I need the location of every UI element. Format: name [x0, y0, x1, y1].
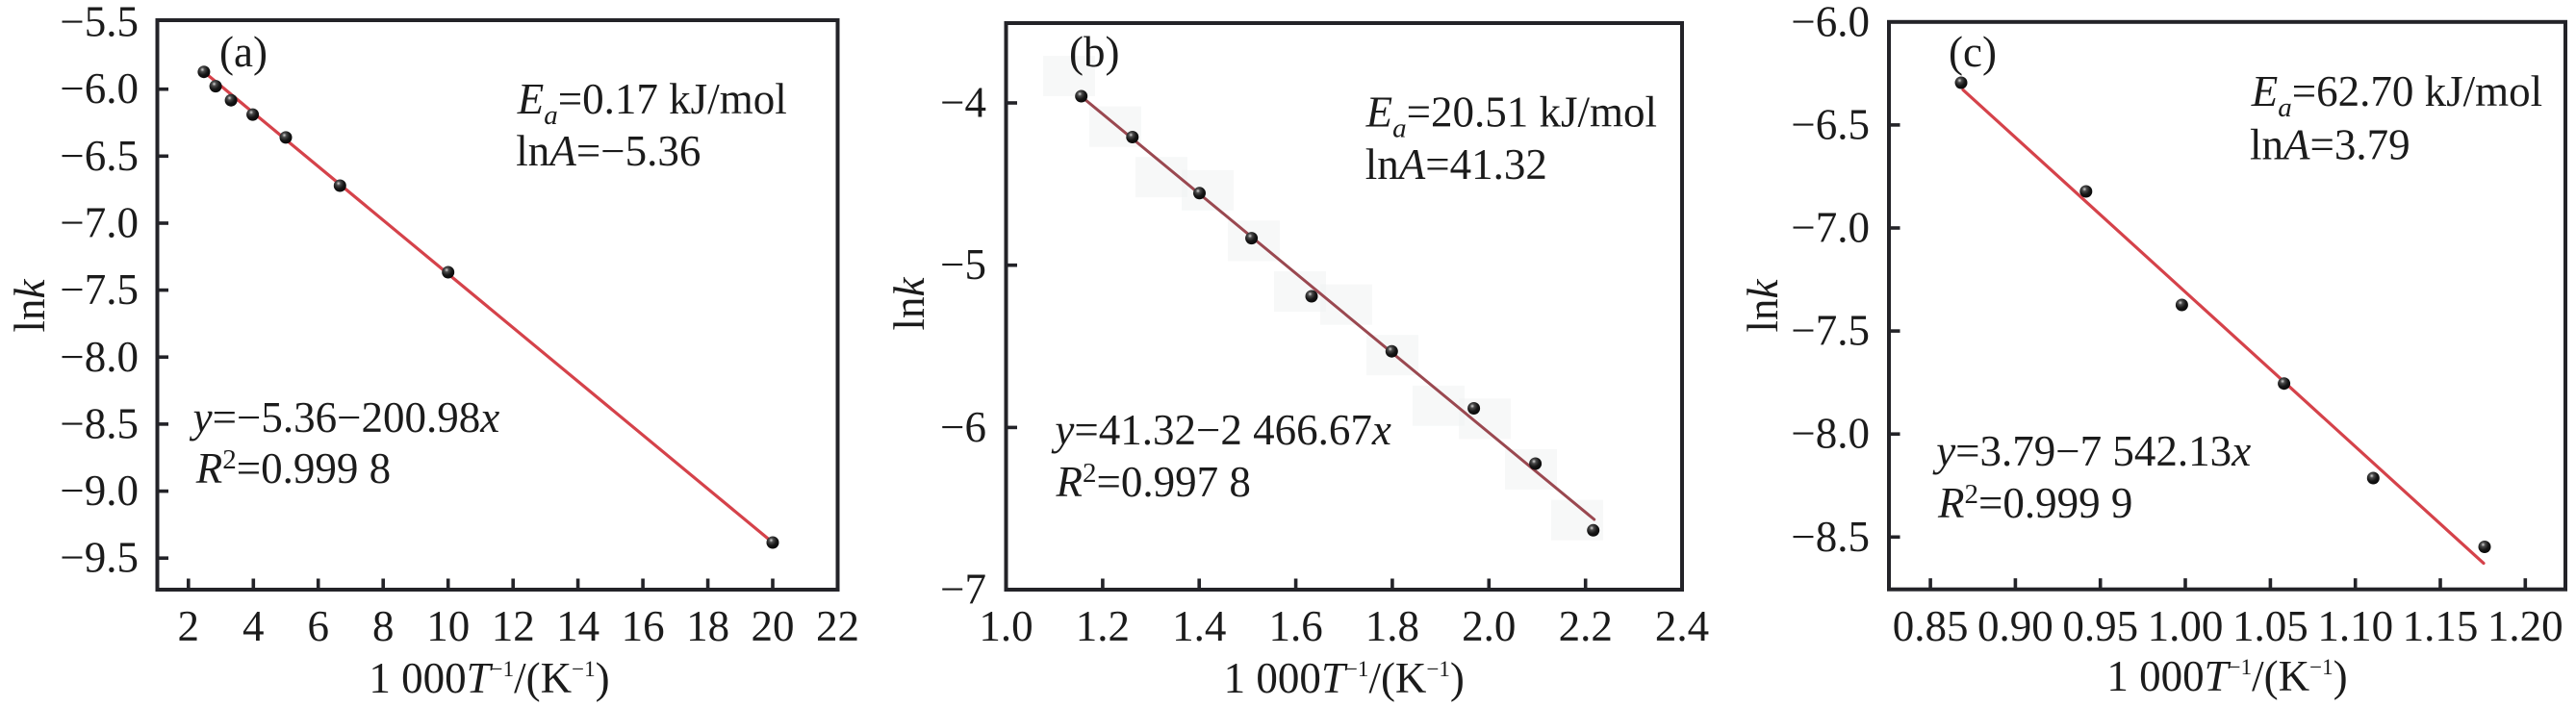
svg-text:1.10: 1.10 [2317, 602, 2393, 650]
svg-text:1.8: 1.8 [1365, 602, 1419, 650]
svg-text:0.90: 0.90 [1977, 602, 2053, 650]
svg-text:1 000T−1​/(K−1​): 1 000T−1​/(K−1​) [2106, 652, 2347, 700]
svg-text:−7: −7 [940, 566, 986, 614]
svg-text:−7.0: −7.0 [1791, 204, 1870, 252]
svg-text:20: 20 [752, 602, 795, 650]
svg-text:−8.5: −8.5 [60, 399, 139, 447]
svg-text:1 000T−1​/(K−1​): 1 000T−1​/(K−1​) [369, 654, 609, 702]
svg-text:22: 22 [816, 602, 859, 650]
svg-text:lnA=3.79: lnA=3.79 [2250, 121, 2410, 169]
svg-text:(a): (a) [219, 28, 268, 76]
svg-text:−8.5: −8.5 [1791, 513, 1870, 561]
svg-text:6: 6 [307, 602, 329, 650]
svg-text:1.4: 1.4 [1172, 602, 1226, 650]
svg-text:−8.0: −8.0 [1791, 410, 1870, 458]
svg-text:lnk: lnk [885, 276, 933, 330]
svg-text:1.00: 1.00 [2148, 602, 2224, 650]
svg-text:−5.5: −5.5 [60, 0, 139, 46]
svg-text:1.2: 1.2 [1076, 602, 1130, 650]
svg-text:−7.0: −7.0 [60, 199, 139, 247]
svg-text:−6.0: −6.0 [60, 64, 139, 113]
svg-text:−6: −6 [940, 403, 986, 451]
svg-text:1.20: 1.20 [2487, 602, 2563, 650]
svg-text:y=3.79−7 542.13x: y=3.79−7 542.13x [1932, 427, 2251, 475]
svg-text:2.0: 2.0 [1462, 602, 1516, 650]
svg-text:−7.5: −7.5 [60, 265, 139, 314]
svg-text:−6.5: −6.5 [1791, 100, 1870, 148]
svg-text:−4: −4 [940, 79, 986, 127]
svg-text:−6.5: −6.5 [60, 132, 139, 180]
svg-text:Ea​=20.51 kJ/mol: Ea​=20.51 kJ/mol [1365, 88, 1657, 144]
svg-text:2: 2 [178, 602, 200, 650]
svg-text:−9.5: −9.5 [60, 534, 139, 582]
svg-text:1.0: 1.0 [979, 602, 1033, 650]
svg-text:8: 8 [372, 602, 395, 650]
svg-text:y=41.32−2 466.67x: y=41.32−2 466.67x [1051, 406, 1391, 454]
svg-text:1.15: 1.15 [2403, 602, 2479, 650]
svg-text:lnk: lnk [1739, 278, 1787, 332]
svg-text:10: 10 [426, 602, 470, 650]
svg-text:−6.0: −6.0 [1791, 0, 1870, 45]
svg-text:−5: −5 [940, 240, 986, 289]
svg-text:1 000T−1​/(K−1​): 1 000T−1​/(K−1​) [1224, 654, 1465, 702]
svg-text:12: 12 [492, 602, 535, 650]
svg-text:2.4: 2.4 [1655, 602, 1709, 650]
svg-text:4: 4 [242, 602, 265, 650]
svg-text:18: 18 [686, 602, 729, 650]
svg-text:Ea​=62.70 kJ/mol: Ea​=62.70 kJ/mol [2251, 67, 2542, 123]
svg-text:Ea​=0.17 kJ/mol: Ea​=0.17 kJ/mol [517, 75, 787, 131]
svg-text:lnk: lnk [6, 278, 54, 332]
svg-text:(b): (b) [1069, 28, 1119, 76]
svg-text:−9.0: −9.0 [60, 467, 139, 515]
svg-text:−7.5: −7.5 [1791, 307, 1870, 355]
svg-text:−8.0: −8.0 [60, 333, 139, 381]
svg-text:0.95: 0.95 [2062, 602, 2138, 650]
svg-text:0.85: 0.85 [1893, 602, 1969, 650]
svg-text:16: 16 [622, 602, 665, 650]
svg-text:2.2: 2.2 [1559, 602, 1613, 650]
svg-text:1.6: 1.6 [1268, 602, 1322, 650]
svg-text:(c): (c) [1949, 28, 1997, 76]
svg-text:1.05: 1.05 [2232, 602, 2308, 650]
svg-text:lnA=41.32: lnA=41.32 [1365, 140, 1547, 189]
svg-text:y=−5.36−200.98x: y=−5.36−200.98x [190, 393, 500, 442]
svg-text:lnA=−5.36: lnA=−5.36 [516, 127, 701, 175]
svg-text:14: 14 [556, 602, 599, 650]
